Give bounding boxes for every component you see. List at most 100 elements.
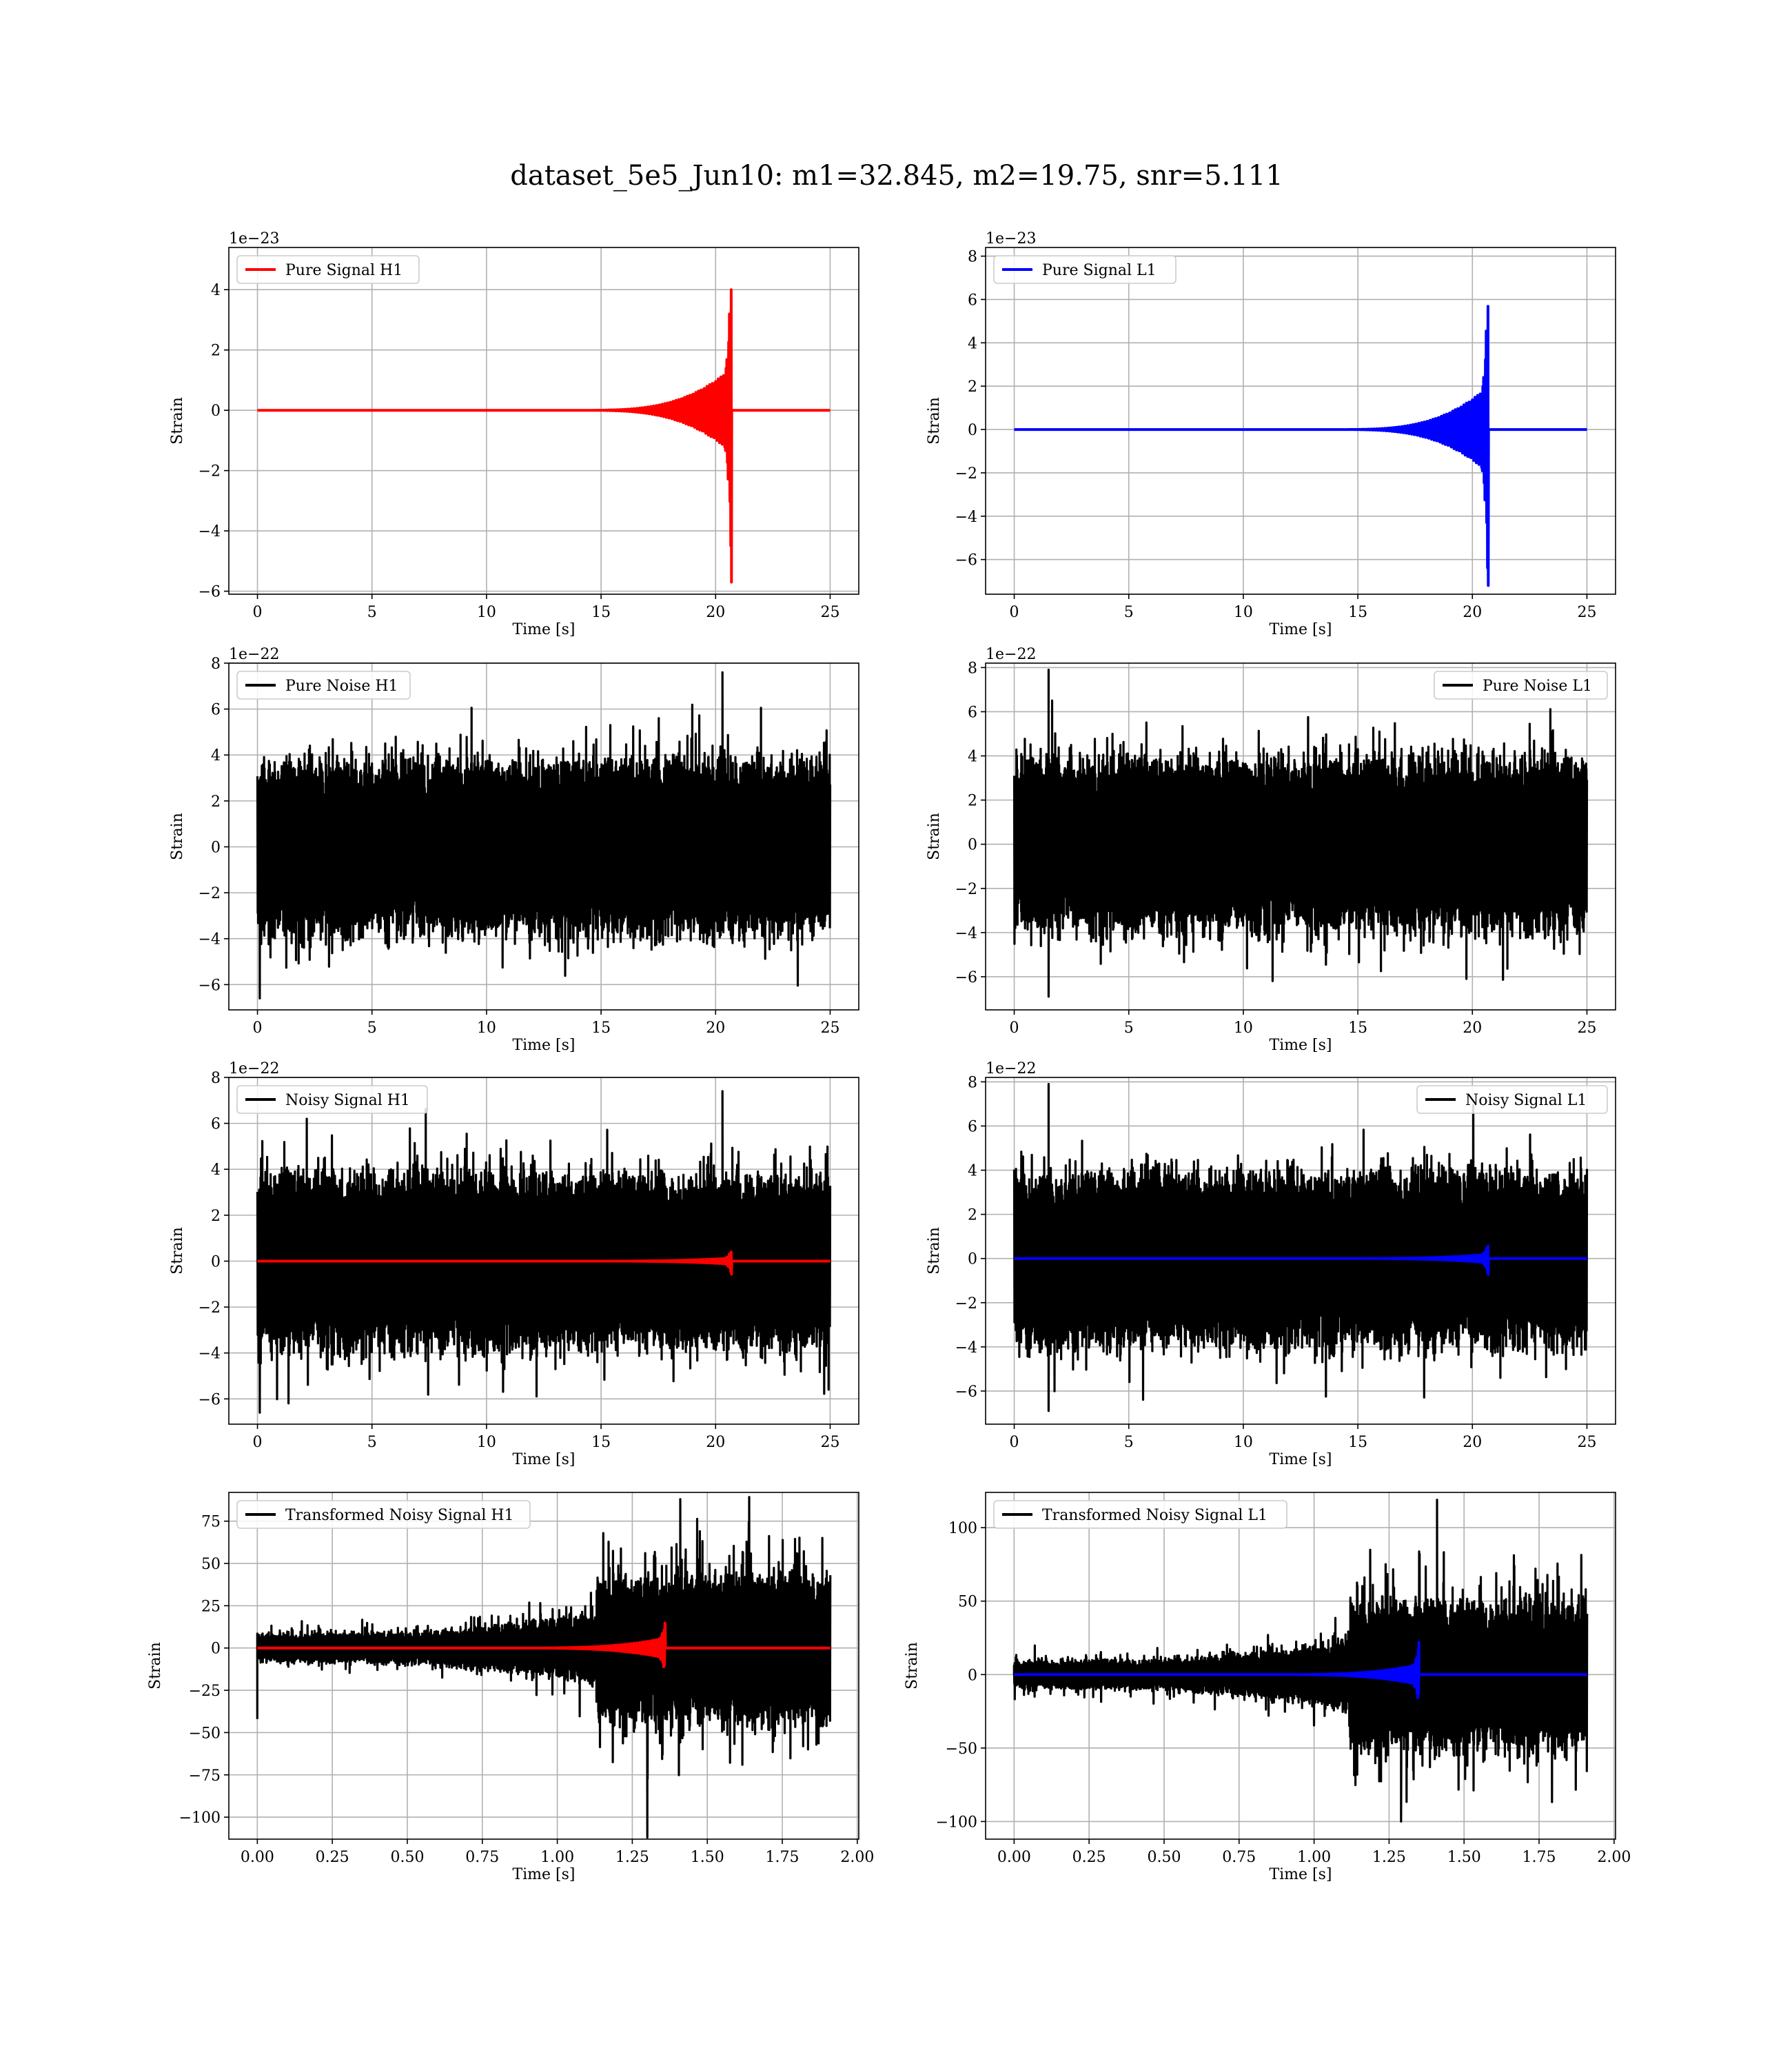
legend-box xyxy=(993,255,1177,284)
y-tick-label: 2 xyxy=(968,1207,977,1224)
x-tick-label: 1.75 xyxy=(766,1849,800,1866)
legend-label: Transformed Noisy Signal H1 xyxy=(285,1507,514,1524)
y-offset-text: 1e−23 xyxy=(986,230,1036,247)
y-tick-label: −2 xyxy=(198,463,221,480)
legend-label: Pure Signal H1 xyxy=(285,262,403,279)
noise-series-line xyxy=(256,671,832,1000)
y-tick-label: −75 xyxy=(189,1767,221,1785)
x-tick-label: 0.00 xyxy=(241,1849,274,1866)
axes-frame xyxy=(985,1077,1616,1425)
legend-label: Pure Noise H1 xyxy=(285,678,398,695)
y-tick-label: 6 xyxy=(968,1118,977,1135)
legend: Pure Signal H1 xyxy=(236,255,420,284)
x-tick-label: 1.25 xyxy=(615,1849,649,1866)
legend-box xyxy=(236,255,420,284)
x-tick-label: 0 xyxy=(1010,1434,1019,1451)
y-tick-label: 0 xyxy=(968,422,977,439)
y-tick-label: 4 xyxy=(211,747,221,764)
x-tick-label: 10 xyxy=(477,1020,496,1037)
x-tick-label: 25 xyxy=(820,1020,839,1037)
x-tick-label: 10 xyxy=(1234,1020,1253,1037)
y-tick-label: 4 xyxy=(968,335,977,352)
y-tick-label: −6 xyxy=(955,552,977,569)
y-axis-label: Strain xyxy=(169,397,186,445)
axes-frame xyxy=(985,662,1616,1011)
x-axis-label: Time [s] xyxy=(1269,621,1332,638)
x-axis-label: Time [s] xyxy=(512,1866,575,1883)
y-axis-label: Strain xyxy=(169,813,186,860)
y-tick-label: 50 xyxy=(958,1594,977,1611)
legend: Pure Noise L1 xyxy=(1434,671,1608,700)
panel-1: 0 5 10 15 20 25 −6 −4 −2 0 2 4 6 8 Time [s] Strain 1e−23… xyxy=(926,230,1616,638)
legend: Pure Noise H1 xyxy=(236,671,411,700)
x-axis-label: Time [s] xyxy=(512,621,575,638)
y-tick-label: −6 xyxy=(198,1391,221,1408)
y-tick-label: 2 xyxy=(211,793,221,811)
y-tick-label: 4 xyxy=(211,1162,221,1179)
signal-series-line xyxy=(256,1621,832,1669)
legend-box xyxy=(236,1085,428,1114)
x-tick-label: 25 xyxy=(820,604,839,621)
panel-7: 0.00 0.25 0.50 0.75 1.00 1.25 1.50 1.75 2.00 −100… xyxy=(904,1492,1631,1883)
x-tick-label: 0.75 xyxy=(465,1849,499,1866)
x-tick-label: 5 xyxy=(367,1020,377,1037)
y-tick-label: 75 xyxy=(201,1514,221,1531)
y-tick-label: 2 xyxy=(211,1208,221,1225)
signal-series-line xyxy=(1012,1244,1589,1276)
y-tick-label: −4 xyxy=(955,1339,977,1357)
legend-label: Noisy Signal H1 xyxy=(285,1092,410,1109)
x-tick-label: 0 xyxy=(253,1434,263,1451)
x-tick-label: 0 xyxy=(253,604,263,621)
x-tick-label: 10 xyxy=(477,604,496,621)
x-tick-label: 20 xyxy=(706,604,725,621)
legend-box xyxy=(993,1500,1287,1529)
x-tick-label: 20 xyxy=(706,1434,725,1451)
series-group xyxy=(256,288,832,584)
x-tick-label: 25 xyxy=(820,1434,839,1451)
x-axis-label: Time [s] xyxy=(1269,1451,1332,1468)
legend-label: Pure Noise L1 xyxy=(1483,678,1592,695)
x-tick-label: 5 xyxy=(1124,1434,1134,1451)
x-tick-label: 1.50 xyxy=(691,1849,724,1866)
noise-series-line xyxy=(1012,1499,1589,1823)
noise-series-line xyxy=(1012,1083,1589,1412)
legend-label: Noisy Signal L1 xyxy=(1465,1092,1587,1109)
y-tick-label: −4 xyxy=(955,509,977,526)
x-tick-label: 0.50 xyxy=(390,1849,424,1866)
y-tick-label: −2 xyxy=(955,465,977,483)
y-tick-label: 6 xyxy=(968,292,977,309)
y-tick-label: −4 xyxy=(955,925,977,942)
x-axis-label: Time [s] xyxy=(1269,1037,1332,1054)
y-tick-label: 6 xyxy=(968,704,977,721)
y-tick-label: −2 xyxy=(198,1299,221,1317)
y-tick-label: 50 xyxy=(201,1556,221,1573)
x-tick-label: 5 xyxy=(1124,604,1134,621)
x-tick-label: 10 xyxy=(1234,604,1253,621)
y-tick-label: −100 xyxy=(179,1810,221,1827)
axes-frame xyxy=(228,1077,859,1425)
y-tick-label: 8 xyxy=(968,660,977,677)
y-tick-label: −4 xyxy=(198,1346,221,1363)
x-tick-label: 0 xyxy=(253,1020,263,1037)
panel-4: 0 5 10 15 20 25 −6 −4 −2 0 2 4 6 8 Time [s] Strain 1e−22… xyxy=(169,1060,859,1468)
plot-area xyxy=(986,247,1616,594)
signal-series-line xyxy=(256,1250,832,1276)
panel-5: 0 5 10 15 20 25 −6 −4 −2 0 2 4 6 8 Time [s] Strain 1e−22… xyxy=(926,1060,1616,1468)
noise-series-line xyxy=(256,1090,832,1414)
y-tick-label: −50 xyxy=(189,1725,221,1742)
y-axis-label: Strain xyxy=(147,1642,164,1690)
x-tick-label: 0.25 xyxy=(1072,1849,1106,1866)
y-tick-label: 2 xyxy=(968,793,977,810)
plot-area xyxy=(229,247,859,594)
y-tick-label: 0 xyxy=(211,1641,221,1658)
x-tick-label: 15 xyxy=(591,1020,611,1037)
y-tick-label: 0 xyxy=(211,403,221,420)
series-group xyxy=(1012,1499,1589,1823)
y-tick-label: −6 xyxy=(198,977,221,994)
panel-0: 0 5 10 15 20 25 −6 −4 −2 0 2 4 Time [s] Strain 1e−23 Pu… xyxy=(169,230,859,638)
axes-frame xyxy=(985,247,1616,595)
x-tick-label: 0.50 xyxy=(1147,1849,1181,1866)
y-axis-label: Strain xyxy=(926,813,943,860)
x-tick-label: 0.00 xyxy=(997,1849,1031,1866)
signal-series-line xyxy=(1012,1641,1589,1699)
